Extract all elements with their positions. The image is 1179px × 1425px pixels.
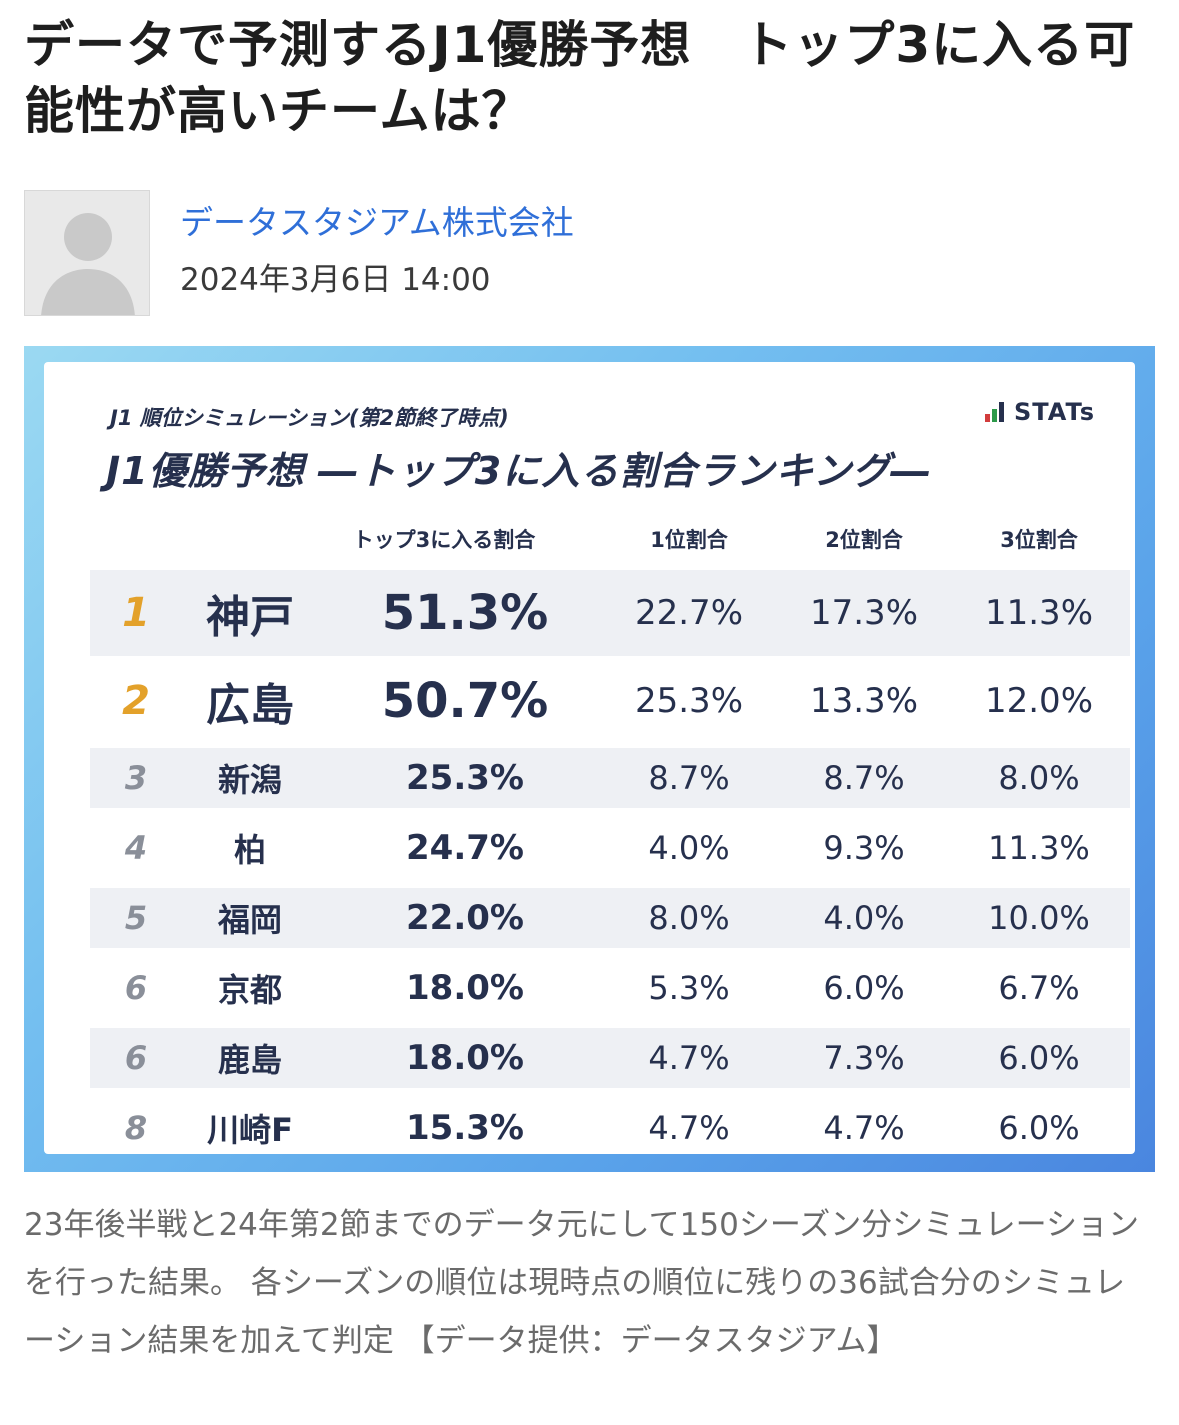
header-top3: トップ3に入る割合: [352, 528, 536, 552]
table-row: 1 神戸 51.3% 22.7% 17.3% 11.3%: [90, 570, 1130, 656]
rank-number: 6: [124, 1039, 148, 1077]
third-place-percentage: 10.0%: [988, 899, 1090, 937]
first-place-percentage: 25.3%: [634, 681, 743, 721]
article-title: データで予測するJ1優勝予想 トップ3に入る可能性が高いチームは？: [24, 16, 1136, 140]
table-row: 6 京都 18.0% 5.3% 6.0% 6.7%: [90, 958, 1130, 1018]
second-place-percentage: 4.7%: [823, 1109, 905, 1147]
second-place-percentage: 6.0%: [823, 969, 905, 1007]
team-name: 広島: [206, 680, 294, 731]
first-place-percentage: 4.7%: [648, 1109, 730, 1147]
third-place-percentage: 11.3%: [984, 593, 1093, 633]
top3-percentage: 18.0%: [406, 968, 524, 1008]
team-name: 鹿島: [217, 1041, 282, 1079]
rank-number: 4: [124, 829, 148, 867]
top3-percentage: 15.3%: [406, 1108, 524, 1148]
stats-logo: STATs: [985, 398, 1095, 426]
table-row: 6 鹿島 18.0% 4.7% 7.3% 6.0%: [90, 1028, 1130, 1088]
top3-percentage: 24.7%: [406, 828, 524, 868]
rank-number: 3: [124, 759, 148, 797]
second-place-percentage: 8.7%: [823, 759, 905, 797]
team-name: 柏: [233, 831, 266, 869]
team-name: 福岡: [217, 901, 282, 939]
table-row: 8 川崎F 15.3% 4.7% 4.7% 6.0%: [90, 1098, 1130, 1158]
top3-percentage: 51.3%: [381, 585, 549, 641]
table-row: 4 柏 24.7% 4.0% 9.3% 11.3%: [90, 818, 1130, 878]
third-place-percentage: 11.3%: [988, 829, 1090, 867]
top3-percentage: 18.0%: [406, 1038, 524, 1078]
figure-subtitle: J1 順位シミュレーション(第2節終了時点): [110, 406, 509, 430]
first-place-percentage: 4.0%: [648, 829, 730, 867]
person-silhouette-icon: [24, 190, 150, 316]
ranking-figure: J1 順位シミュレーション(第2節終了時点) STATs J1優勝予想 ―トップ…: [24, 346, 1155, 1172]
second-place-percentage: 7.3%: [823, 1039, 905, 1077]
third-place-percentage: 12.0%: [984, 681, 1093, 721]
rank-number: 2: [122, 678, 150, 724]
rank-number: 5: [124, 899, 148, 937]
figure-title: J1優勝予想 ―トップ3に入る割合ランキング―: [106, 449, 931, 493]
stats-bar-logo-icon: [985, 402, 1006, 422]
second-place-percentage: 9.3%: [823, 829, 905, 867]
second-place-percentage: 13.3%: [809, 681, 918, 721]
third-place-percentage: 6.0%: [998, 1109, 1080, 1147]
first-place-percentage: 8.7%: [648, 759, 730, 797]
table-row: 3 新潟 25.3% 8.7% 8.7% 8.0%: [90, 748, 1130, 808]
table-row: 5 福岡 22.0% 8.0% 4.0% 10.0%: [90, 888, 1130, 948]
team-name: 神戸: [206, 592, 294, 643]
top3-percentage: 25.3%: [406, 758, 524, 798]
header-second-place: 2位割合: [825, 528, 903, 552]
ranking-card: J1 順位シミュレーション(第2節終了時点) STATs J1優勝予想 ―トップ…: [44, 362, 1135, 1154]
third-place-percentage: 8.0%: [998, 759, 1080, 797]
third-place-percentage: 6.0%: [998, 1039, 1080, 1077]
stats-logo-text: STATs: [1014, 398, 1095, 426]
rank-number: 6: [124, 969, 148, 1007]
third-place-percentage: 6.7%: [998, 969, 1080, 1007]
rank-number: 1: [122, 590, 150, 636]
image-caption: 23年後半戦と24年第2節までのデータ元にして150シーズン分シミュレーションを…: [24, 1207, 1140, 1359]
top3-percentage: 50.7%: [381, 673, 549, 729]
table-row: 2 広島 50.7% 25.3% 13.3% 12.0%: [90, 658, 1130, 744]
publish-date: 2024年3月6日 14:00: [180, 262, 491, 298]
second-place-percentage: 4.0%: [823, 899, 905, 937]
author-link[interactable]: データスタジアム株式会社: [180, 203, 574, 242]
first-place-percentage: 22.7%: [634, 593, 743, 633]
team-name: 新潟: [217, 761, 282, 799]
header-third-place: 3位割合: [1000, 528, 1078, 552]
first-place-percentage: 4.7%: [648, 1039, 730, 1077]
team-name: 京都: [217, 971, 282, 1009]
header-first-place: 1位割合: [650, 528, 728, 552]
first-place-percentage: 5.3%: [648, 969, 730, 1007]
first-place-percentage: 8.0%: [648, 899, 730, 937]
team-name: 川崎F: [207, 1111, 293, 1149]
rank-number: 8: [124, 1109, 148, 1147]
top3-percentage: 22.0%: [406, 898, 524, 938]
author-block: データスタジアム株式会社 2024年3月6日 14:00: [24, 190, 1154, 316]
second-place-percentage: 17.3%: [809, 593, 918, 633]
